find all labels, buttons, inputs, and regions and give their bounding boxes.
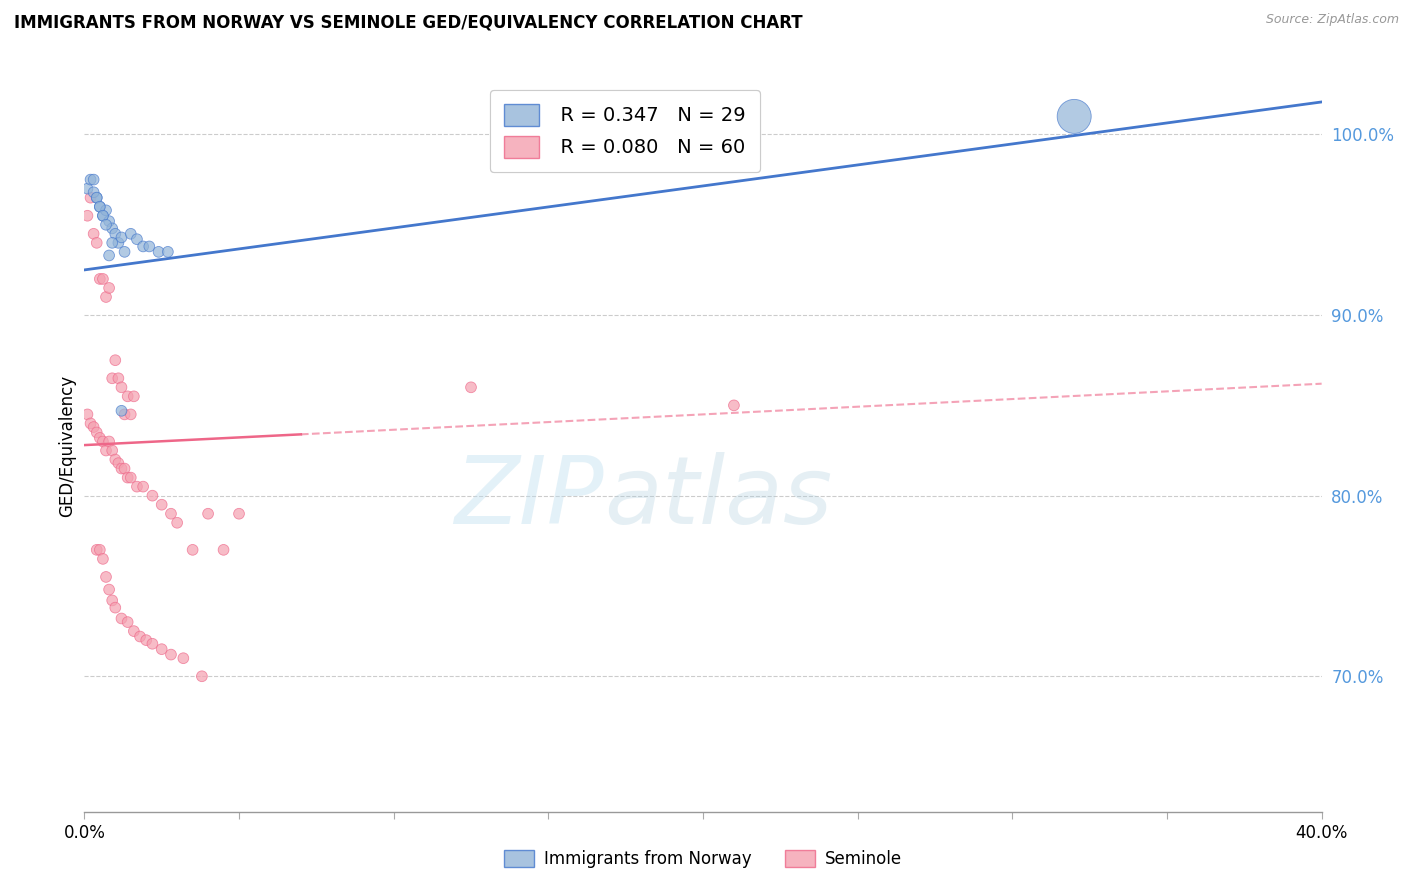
Text: IMMIGRANTS FROM NORWAY VS SEMINOLE GED/EQUIVALENCY CORRELATION CHART: IMMIGRANTS FROM NORWAY VS SEMINOLE GED/E…: [14, 13, 803, 31]
Point: [91, 209, 114, 223]
Point: [132, 239, 155, 253]
Point: [86, 425, 108, 440]
Point: [150, 498, 173, 512]
Point: [138, 239, 160, 253]
Point: [160, 648, 183, 662]
Point: [125, 232, 148, 246]
Point: [89, 200, 111, 214]
Point: [86, 191, 108, 205]
Point: [101, 443, 124, 458]
Point: [98, 281, 121, 295]
Point: [83, 172, 105, 186]
Point: [94, 203, 117, 218]
Point: [94, 443, 117, 458]
Point: [104, 353, 127, 368]
Point: [135, 633, 157, 648]
Point: [83, 186, 105, 200]
Point: [76, 209, 98, 223]
Point: [129, 630, 152, 644]
Point: [101, 593, 124, 607]
Point: [166, 516, 188, 530]
Point: [117, 389, 139, 403]
Point: [212, 542, 235, 557]
Point: [94, 290, 117, 304]
Point: [89, 542, 111, 557]
Point: [117, 615, 139, 629]
Point: [117, 470, 139, 484]
Point: [98, 214, 121, 228]
Point: [120, 408, 142, 422]
Point: [723, 398, 745, 412]
Text: ZIP: ZIP: [454, 451, 605, 542]
Point: [110, 404, 132, 418]
Point: [160, 507, 183, 521]
Point: [125, 480, 148, 494]
Point: [91, 272, 114, 286]
Point: [110, 230, 132, 244]
Point: [120, 227, 142, 241]
Y-axis label: GED/Equivalency: GED/Equivalency: [58, 375, 76, 517]
Point: [98, 582, 121, 597]
Point: [110, 380, 132, 394]
Point: [91, 552, 114, 566]
Point: [114, 461, 136, 475]
Point: [460, 380, 482, 394]
Point: [107, 235, 129, 250]
Point: [197, 507, 219, 521]
Point: [141, 489, 163, 503]
Point: [228, 507, 250, 521]
Point: [120, 470, 142, 484]
Point: [76, 181, 98, 195]
Legend:   R = 0.347   N = 29,   R = 0.080   N = 60: R = 0.347 N = 29, R = 0.080 N = 60: [491, 90, 759, 172]
Point: [110, 461, 132, 475]
Point: [89, 272, 111, 286]
Point: [94, 218, 117, 232]
Point: [101, 371, 124, 385]
Point: [79, 417, 101, 431]
Point: [91, 434, 114, 449]
Point: [114, 244, 136, 259]
Point: [79, 172, 101, 186]
Point: [86, 542, 108, 557]
Point: [150, 642, 173, 657]
Point: [76, 408, 98, 422]
Point: [83, 420, 105, 434]
Text: Source: ZipAtlas.com: Source: ZipAtlas.com: [1265, 13, 1399, 27]
Point: [181, 542, 204, 557]
Point: [104, 452, 127, 467]
Point: [104, 227, 127, 241]
Point: [107, 371, 129, 385]
Point: [98, 434, 121, 449]
Point: [86, 191, 108, 205]
Point: [89, 200, 111, 214]
Legend: Immigrants from Norway, Seminole: Immigrants from Norway, Seminole: [498, 843, 908, 875]
Point: [86, 235, 108, 250]
Point: [89, 431, 111, 445]
Point: [172, 651, 194, 665]
Point: [98, 248, 121, 262]
Point: [148, 244, 170, 259]
Point: [122, 389, 145, 403]
Point: [1063, 109, 1085, 123]
Point: [104, 600, 127, 615]
Point: [94, 570, 117, 584]
Point: [101, 221, 124, 235]
Point: [107, 456, 129, 470]
Point: [110, 611, 132, 625]
Point: [156, 244, 179, 259]
Point: [79, 191, 101, 205]
Point: [91, 209, 114, 223]
Point: [191, 669, 214, 683]
Point: [122, 624, 145, 639]
Point: [114, 408, 136, 422]
Point: [83, 227, 105, 241]
Text: atlas: atlas: [605, 451, 832, 542]
Point: [141, 637, 163, 651]
Point: [132, 480, 155, 494]
Point: [676, 109, 699, 123]
Point: [101, 235, 124, 250]
